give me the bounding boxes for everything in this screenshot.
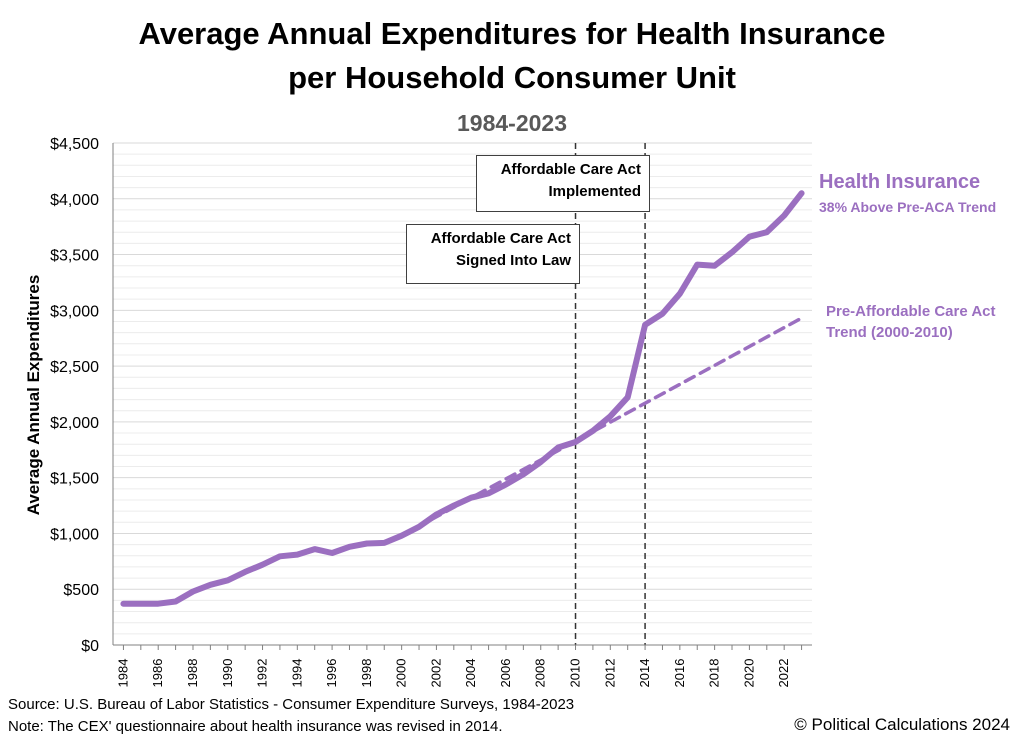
x-tick-label: 1998 bbox=[359, 659, 374, 688]
legend-trend-line2: Trend (2000-2010) bbox=[826, 324, 953, 341]
x-tick-label: 2016 bbox=[672, 659, 687, 688]
series-lines bbox=[120, 190, 805, 607]
x-tick-label: 2012 bbox=[602, 659, 617, 688]
x-tick-label: 2000 bbox=[394, 659, 409, 688]
x-tick-label: 1984 bbox=[115, 659, 130, 688]
event-lines bbox=[574, 143, 646, 645]
x-tick-label: 1990 bbox=[220, 659, 235, 688]
x-tick-label: 1992 bbox=[255, 659, 270, 688]
x-tick-label: 1988 bbox=[185, 659, 200, 688]
y-tick-label: $2,500 bbox=[50, 359, 99, 376]
x-tick-label: 2002 bbox=[428, 659, 443, 688]
axes bbox=[112, 143, 812, 650]
y-tick-label: $1,500 bbox=[50, 471, 99, 488]
x-tick-labels: 1984 1986 1988 1990 1992 1994 1996 1998 2000 2002… bbox=[115, 659, 791, 688]
x-tick-label: 1986 bbox=[150, 659, 165, 688]
x-tick-label: 1994 bbox=[289, 659, 304, 688]
y-tick-labels: $0 $500 $1,000 $1,500 $2,000 $2,500 $3,000 $3,5… bbox=[50, 136, 99, 655]
y-tick-label: $4,500 bbox=[50, 136, 99, 153]
gridlines bbox=[113, 142, 812, 635]
x-tick-label: 2010 bbox=[568, 659, 583, 688]
y-tick-label: $500 bbox=[63, 582, 99, 599]
x-tick-label: 1996 bbox=[324, 659, 339, 688]
x-tick-label: 2022 bbox=[776, 659, 791, 688]
x-tick-label: 2020 bbox=[741, 659, 756, 688]
annotation-aca-signed-line2: Signed Into Law bbox=[456, 252, 571, 269]
chart-subtitle: 1984-2023 bbox=[457, 110, 567, 136]
y-tick-label: $3,000 bbox=[50, 303, 99, 320]
y-tick-label: $3,500 bbox=[50, 248, 99, 265]
legend-trend: Pre-Affordable Care Act Trend (2000-2010… bbox=[826, 301, 995, 343]
y-tick-label: $2,000 bbox=[50, 415, 99, 432]
legend-trend-line1: Pre-Affordable Care Act bbox=[826, 303, 996, 320]
x-tick-label: 2008 bbox=[533, 659, 548, 688]
annotation-aca-implemented: Affordable Care Act Implemented bbox=[476, 155, 650, 212]
x-tick-label: 2014 bbox=[637, 659, 652, 688]
annotation-aca-implemented-line1: Affordable Care Act bbox=[500, 161, 641, 178]
y-tick-label: $0 bbox=[81, 638, 99, 655]
legend-health-insurance-sub: 38% Above Pre-ACA Trend bbox=[819, 199, 997, 215]
trend-line bbox=[399, 316, 804, 538]
x-tick-label: 2006 bbox=[498, 659, 513, 688]
chart-title-line1: Average Annual Expenditures for Health I… bbox=[138, 16, 886, 51]
legend-health-insurance: Health Insurance bbox=[819, 171, 981, 193]
x-tick-label: 2018 bbox=[707, 659, 722, 688]
y-tick-label: $1,000 bbox=[50, 526, 99, 543]
y-tick-label: $4,000 bbox=[50, 192, 99, 209]
copyright: © Political Calculations 2024 bbox=[794, 715, 1010, 734]
chart-title-line2: per Household Consumer Unit bbox=[288, 60, 736, 95]
footnote: Note: The CEX' questionnaire about healt… bbox=[8, 718, 503, 735]
annotation-aca-signed: Affordable Care Act Signed Into Law bbox=[406, 224, 580, 284]
source-note: Source: U.S. Bureau of Labor Statistics … bbox=[8, 696, 575, 713]
x-tick-label: 2004 bbox=[463, 659, 478, 688]
annotation-aca-implemented-line2: Implemented bbox=[548, 183, 641, 200]
annotation-aca-signed-line1: Affordable Care Act bbox=[430, 230, 571, 247]
